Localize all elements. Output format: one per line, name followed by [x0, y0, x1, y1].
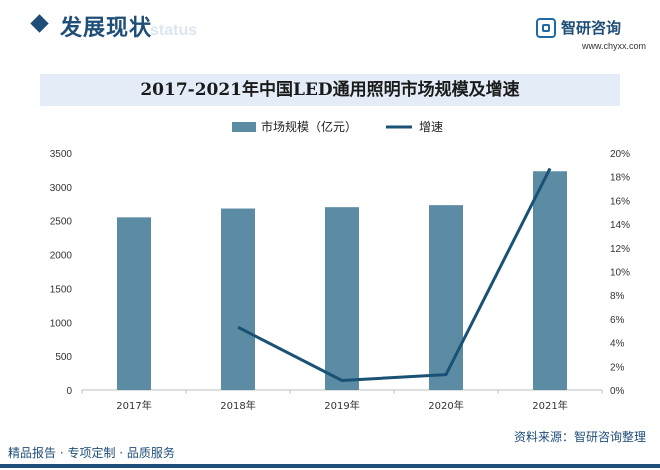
y-right-tick-label: 6% — [610, 315, 625, 326]
section-title-watermark: status — [150, 22, 198, 39]
brand-logo: 智研咨询 www.chyxx.com — [536, 16, 646, 52]
y-left-tick-label: 500 — [55, 352, 72, 363]
y-right-tick-label: 0% — [610, 386, 625, 397]
y-left-tick-label: 3500 — [50, 149, 73, 160]
y-right-tick-label: 4% — [610, 339, 625, 350]
bar — [325, 207, 359, 390]
y-left-tick-label: 1000 — [50, 318, 73, 329]
y-right-tick-label: 2% — [610, 362, 625, 373]
x-tick-label: 2017年 — [116, 399, 151, 412]
brand-logo-icon — [536, 18, 556, 38]
legend-label-line: 增速 — [419, 120, 443, 134]
y-right-tick-label: 12% — [610, 244, 630, 255]
chart-title: 2017-2021年中国LED通用照明市场规模及增速 — [140, 80, 520, 100]
y-right-tick-label: 20% — [610, 149, 630, 160]
y-right-tick-label: 8% — [610, 291, 625, 302]
x-tick-label: 2020年 — [428, 399, 463, 412]
bar — [429, 205, 463, 390]
y-left-tick-label: 2500 — [50, 217, 73, 228]
brand-name: 智研咨询 — [561, 19, 622, 37]
y-left-tick-label: 0 — [66, 386, 72, 397]
bar — [221, 208, 255, 390]
bar — [533, 171, 567, 390]
x-tick-label: 2018年 — [220, 399, 255, 412]
footer-divider — [0, 464, 660, 468]
y-right-tick-label: 16% — [610, 196, 630, 207]
section-title: 发展现状 — [60, 16, 153, 41]
legend-swatch-bar — [232, 122, 256, 132]
series-line-growth — [237, 167, 552, 383]
footer-source: 资料来源：智研咨询整理 — [513, 430, 646, 444]
y-right-tick-label: 14% — [610, 220, 630, 231]
brand-url: www.chyxx.com — [581, 41, 646, 51]
footer-slogan: 精品报告 · 专项定制 · 品质服务 — [8, 446, 175, 460]
y-left-tick-label: 1500 — [50, 284, 73, 295]
y-left-tick-label: 3000 — [50, 183, 73, 194]
chart-title-band: 2017-2021年中国LED通用照明市场规模及增速 — [40, 74, 620, 106]
y-right-tick-label: 18% — [610, 173, 630, 184]
x-tick-label: 2019年 — [324, 399, 359, 412]
bar — [117, 217, 151, 390]
legend-label-bar: 市场规模（亿元） — [261, 119, 357, 134]
x-tick-label: 2021年 — [532, 399, 567, 412]
page-header: 发展现状 status 智研咨询 www.chyxx.com — [0, 0, 660, 62]
y-right-tick-label: 10% — [610, 268, 630, 279]
footer: 精品报告 · 专项定制 · 品质服务 资料来源：智研咨询整理 — [0, 430, 660, 470]
y-left-tick-label: 2000 — [50, 251, 73, 262]
